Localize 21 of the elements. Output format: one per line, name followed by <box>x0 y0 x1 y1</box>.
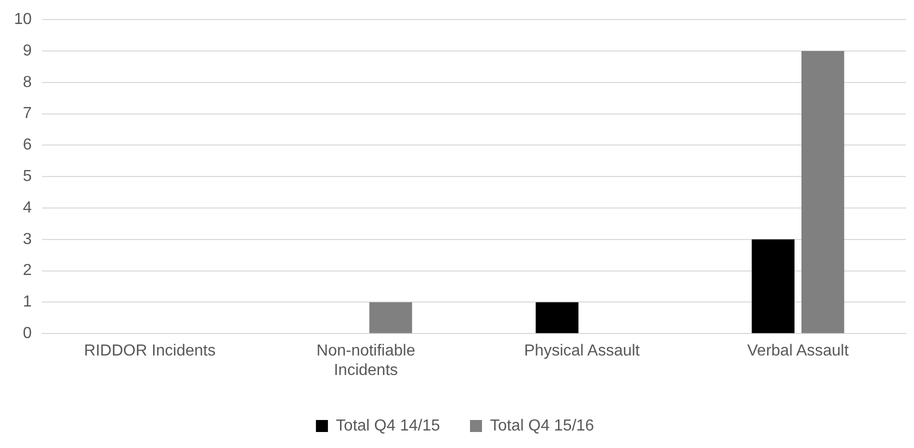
x-tick-label: Verbal Assault <box>747 342 850 360</box>
x-tick-label: Non-notifiable Incidents <box>316 342 416 379</box>
y-tick-label: 4 <box>22 199 32 216</box>
y-tick-label: 7 <box>22 105 32 122</box>
y-tick-label: 5 <box>22 168 32 186</box>
y-tick-label: 1 <box>22 294 32 311</box>
y-tick-label: 10 <box>14 11 32 28</box>
x-tick-label: RIDDOR Incidents <box>84 342 216 360</box>
legend-label: Total Q4 15/16 <box>490 417 594 434</box>
y-tick-label: 8 <box>22 74 32 91</box>
bar <box>536 302 578 334</box>
bar <box>752 239 794 334</box>
y-tick-label: 6 <box>22 136 32 154</box>
x-tick-label: Physical Assault <box>524 342 640 360</box>
legend-label: Total Q4 14/15 <box>336 417 440 434</box>
y-tick-label: 3 <box>22 230 32 248</box>
bar <box>801 51 844 334</box>
bar <box>369 302 412 334</box>
y-tick-label: 0 <box>22 325 32 342</box>
y-tick-label: 2 <box>22 262 32 280</box>
y-tick-label: 9 <box>22 42 32 60</box>
